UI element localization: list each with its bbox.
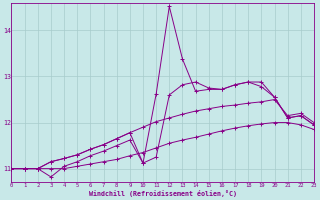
- X-axis label: Windchill (Refroidissement éolien,°C): Windchill (Refroidissement éolien,°C): [89, 190, 237, 197]
